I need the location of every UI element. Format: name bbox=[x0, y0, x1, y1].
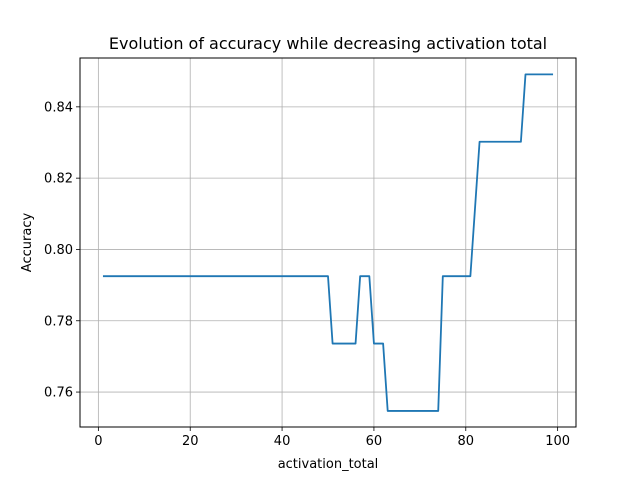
series-layer bbox=[102, 73, 554, 412]
x-tick-label: 80 bbox=[458, 434, 475, 449]
x-tick-label: 20 bbox=[182, 434, 199, 449]
ticks: 0 20 40 60 80 100 0.76 0.78 0.80 0.82 0.84 bbox=[44, 100, 570, 449]
y-tick-label: 0.78 bbox=[44, 314, 73, 329]
y-axis-label: Accuracy bbox=[20, 213, 35, 273]
x-tick-label: 0 bbox=[94, 434, 102, 449]
grid bbox=[80, 58, 576, 427]
accuracy-series-line bbox=[102, 73, 554, 412]
y-tick-label: 0.76 bbox=[44, 386, 73, 401]
plot-frame bbox=[79, 57, 577, 428]
y-tick-label: 0.84 bbox=[44, 100, 73, 115]
y-tick-label: 0.82 bbox=[44, 172, 73, 187]
x-axis-label: activation_total bbox=[278, 457, 379, 472]
x-tick-label: 40 bbox=[274, 434, 291, 449]
x-tick-label: 60 bbox=[366, 434, 383, 449]
chart-title: Evolution of accuracy while decreasing a… bbox=[109, 34, 547, 53]
y-tick-label: 0.80 bbox=[44, 243, 73, 258]
x-tick-label: 100 bbox=[545, 434, 570, 449]
